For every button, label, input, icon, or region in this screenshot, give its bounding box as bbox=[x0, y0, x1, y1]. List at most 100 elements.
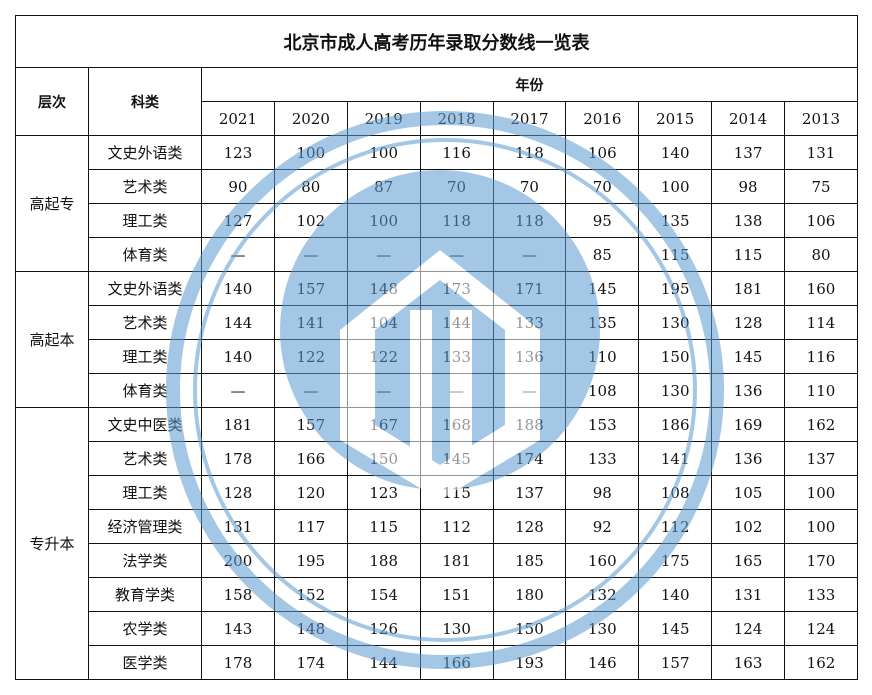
score-table: 北京市成人高考历年录取分数线一览表 层次 科类 年份 2021 2020 2019 2… bbox=[15, 15, 858, 680]
score-cell: 100 bbox=[784, 475, 858, 510]
score-cell: 102 bbox=[711, 509, 785, 544]
year-header: 2016 bbox=[565, 101, 640, 136]
score-cell: 137 bbox=[711, 135, 785, 170]
score-cell: 102 bbox=[273, 203, 348, 238]
score-cell: — bbox=[492, 373, 567, 408]
score-cell: — bbox=[346, 373, 421, 408]
score-cell: 70 bbox=[419, 169, 494, 204]
score-cell: 132 bbox=[565, 577, 640, 612]
score-cell: 160 bbox=[784, 271, 858, 306]
score-cell: 115 bbox=[419, 475, 494, 510]
level-cell: 专升本 bbox=[15, 407, 89, 680]
score-cell: 118 bbox=[492, 203, 567, 238]
score-cell: — bbox=[273, 237, 348, 272]
level-cell: 高起本 bbox=[15, 271, 89, 408]
table-row: 专升本 文史中医类 181 157 167 168 188 153 186 169 162 bbox=[15, 407, 858, 680]
score-cell: 130 bbox=[419, 611, 494, 646]
score-cell: 151 bbox=[419, 577, 494, 612]
table-row: 理工类 140 122 122 133 136 110 150 145 116 bbox=[16, 339, 858, 374]
score-cell: 135 bbox=[565, 305, 640, 340]
table-row: 法学类 200 195 188 181 185 160 175 165 170 bbox=[16, 543, 858, 578]
score-cell: 90 bbox=[201, 169, 275, 204]
score-cell: 106 bbox=[565, 135, 640, 170]
score-cell: 123 bbox=[201, 135, 275, 170]
score-cell: 128 bbox=[201, 475, 275, 510]
year-header: 2013 bbox=[784, 101, 858, 136]
score-cell: 150 bbox=[492, 611, 567, 646]
category-cell: 理工类 bbox=[88, 203, 202, 238]
score-cell: 112 bbox=[638, 509, 713, 544]
score-cell: 137 bbox=[492, 475, 567, 510]
score-cell: 168 bbox=[419, 407, 494, 442]
score-cell: 100 bbox=[784, 509, 858, 544]
category-cell: 体育类 bbox=[88, 237, 202, 272]
score-cell: 87 bbox=[346, 169, 421, 204]
score-cell: 110 bbox=[784, 373, 858, 408]
score-cell: 127 bbox=[201, 203, 275, 238]
score-cell: 171 bbox=[492, 271, 567, 306]
score-cell: 104 bbox=[346, 305, 421, 340]
score-cell: 114 bbox=[784, 305, 858, 340]
score-cell: — bbox=[419, 373, 494, 408]
score-cell: 100 bbox=[346, 203, 421, 238]
table-row: 医学类 178 174 144 166 193 146 157 163 162 bbox=[16, 645, 858, 680]
score-cell: 100 bbox=[346, 135, 421, 170]
category-cell: 经济管理类 bbox=[88, 509, 202, 544]
score-cell: — bbox=[419, 237, 494, 272]
score-cell: 148 bbox=[273, 611, 348, 646]
header-category: 科类 bbox=[88, 67, 202, 136]
score-cell: 112 bbox=[419, 509, 494, 544]
score-cell: 175 bbox=[638, 543, 713, 578]
score-cell: 181 bbox=[201, 407, 275, 442]
score-cell: 131 bbox=[784, 135, 858, 170]
score-cell: 124 bbox=[711, 611, 785, 646]
score-cell: 174 bbox=[273, 645, 348, 680]
table-row: 经济管理类 131 117 115 112 128 92 112 102 100 bbox=[16, 509, 858, 544]
score-cell: 193 bbox=[492, 645, 567, 680]
year-header: 2018 bbox=[419, 101, 494, 136]
score-cell: 181 bbox=[419, 543, 494, 578]
score-cell: 130 bbox=[638, 305, 713, 340]
score-cell: 162 bbox=[784, 645, 858, 680]
table-title: 北京市成人高考历年录取分数线一览表 bbox=[15, 15, 858, 68]
table-row: 艺术类 90 80 87 70 70 70 100 98 75 bbox=[16, 169, 858, 204]
score-cell: 185 bbox=[492, 543, 567, 578]
score-cell: 106 bbox=[784, 203, 858, 238]
year-header: 2015 bbox=[638, 101, 713, 136]
score-cell: 117 bbox=[273, 509, 348, 544]
year-header: 2014 bbox=[711, 101, 785, 136]
category-cell: 文史外语类 bbox=[88, 271, 202, 306]
score-cell: 100 bbox=[273, 135, 348, 170]
category-cell: 艺术类 bbox=[88, 441, 202, 476]
category-cell: 文史中医类 bbox=[88, 407, 202, 442]
score-cell: 130 bbox=[638, 373, 713, 408]
score-cell: 116 bbox=[784, 339, 858, 374]
category-cell: 法学类 bbox=[88, 543, 202, 578]
score-cell: 85 bbox=[565, 237, 640, 272]
score-cell: 165 bbox=[711, 543, 785, 578]
score-cell: — bbox=[492, 237, 567, 272]
score-cell: 137 bbox=[784, 441, 858, 476]
score-cell: 145 bbox=[638, 611, 713, 646]
table-row: 农学类 143 148 126 130 150 130 145 124 124 bbox=[16, 611, 858, 646]
score-cell: 145 bbox=[419, 441, 494, 476]
score-cell: 160 bbox=[565, 543, 640, 578]
score-cell: 115 bbox=[711, 237, 785, 272]
score-cell: 115 bbox=[638, 237, 713, 272]
score-cell: 108 bbox=[565, 373, 640, 408]
year-header: 2017 bbox=[492, 101, 567, 136]
score-cell: 128 bbox=[492, 509, 567, 544]
score-cell: 135 bbox=[638, 203, 713, 238]
score-cell: 166 bbox=[273, 441, 348, 476]
score-cell: 131 bbox=[711, 577, 785, 612]
score-cell: 136 bbox=[711, 441, 785, 476]
score-cell: 98 bbox=[711, 169, 785, 204]
score-cell: 138 bbox=[711, 203, 785, 238]
score-cell: 162 bbox=[784, 407, 858, 442]
category-cell: 文史外语类 bbox=[88, 135, 202, 170]
table-row: 体育类 — — — — —85 115 115 80 bbox=[16, 237, 858, 272]
score-cell: — bbox=[201, 373, 275, 408]
score-cell: 141 bbox=[638, 441, 713, 476]
category-cell: 艺术类 bbox=[88, 169, 202, 204]
score-cell: 75 bbox=[784, 169, 858, 204]
